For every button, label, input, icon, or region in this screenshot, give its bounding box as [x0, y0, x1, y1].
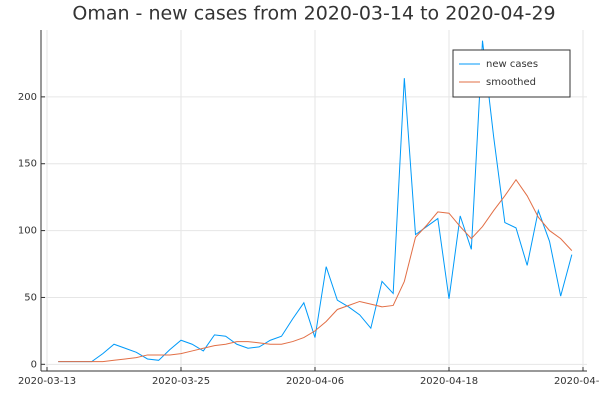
- x-tick-label: 2020-03-25: [152, 376, 210, 387]
- x-tick-label: 2020-04-06: [286, 376, 344, 387]
- chart-title: Oman - new cases from 2020-03-14 to 2020…: [72, 3, 555, 25]
- legend-label: smoothed: [486, 77, 536, 88]
- legend-label: new cases: [486, 59, 538, 70]
- y-tick-label: 150: [18, 159, 37, 170]
- x-tick-label: 2020-04-30: [554, 376, 600, 387]
- y-tick-label: 100: [18, 226, 37, 237]
- y-tick-label: 50: [24, 292, 37, 303]
- x-tick-label: 2020-03-13: [18, 376, 76, 387]
- y-tick-label: 0: [31, 359, 37, 370]
- data-line: [58, 178, 573, 363]
- legend-box: [452, 49, 571, 98]
- x-tick-label: 2020-04-18: [420, 376, 478, 387]
- y-tick-label: 200: [18, 92, 37, 103]
